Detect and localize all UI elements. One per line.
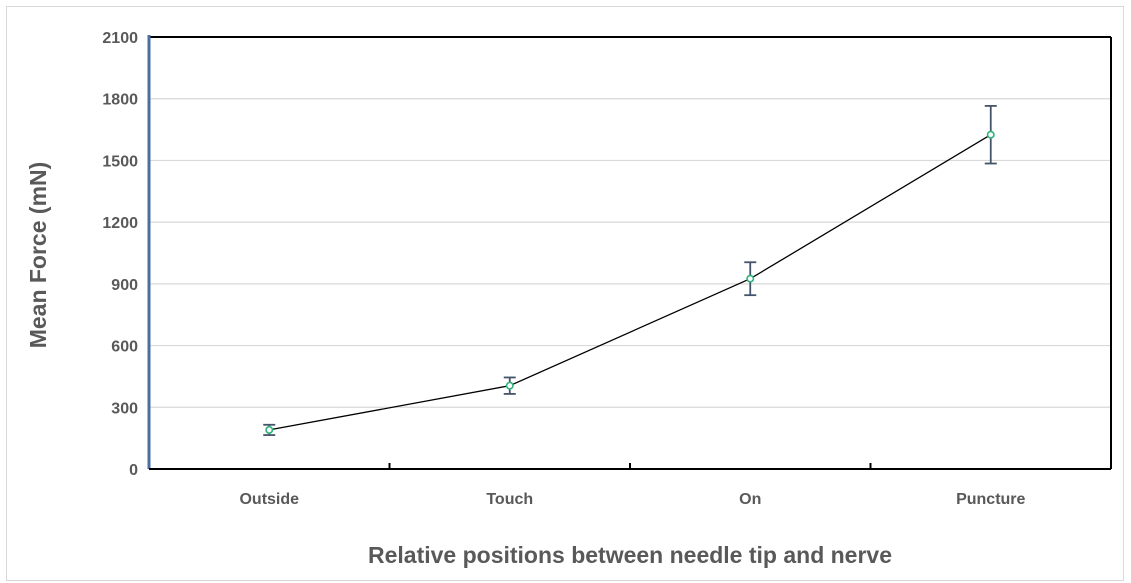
y-tick-label: 900 [111, 277, 138, 294]
y-tick-label: 2100 [102, 30, 138, 47]
x-tick-label: Puncture [956, 491, 1025, 508]
tick-labels: 0 300 600 900 1200 1500 1800 2100 Outside Touch On… [102, 30, 1025, 508]
data-point [265, 425, 274, 434]
y-tick-label: 1200 [102, 215, 138, 232]
chart-frame [6, 6, 1124, 581]
y-tick-label: 600 [111, 339, 138, 356]
y-tick-label: 1800 [102, 92, 138, 109]
x-axis-title: Relative positions between needle tip an… [368, 542, 892, 568]
grid-lines [149, 36, 1111, 408]
data-point [746, 274, 755, 283]
y-tick-label: 1500 [102, 153, 138, 170]
x-tick-label: Touch [486, 491, 533, 508]
y-tick-label: 300 [111, 400, 138, 417]
y-axis-title: Mean Force (mN) [25, 162, 51, 349]
data-point [986, 130, 995, 139]
y-tick-label: 0 [129, 462, 138, 479]
data-series [263, 105, 997, 436]
data-point [505, 381, 514, 390]
axes [147, 35, 1112, 470]
x-tick-label: On [739, 491, 761, 508]
series-line [269, 134, 992, 431]
x-tick-label: Outside [239, 491, 299, 508]
